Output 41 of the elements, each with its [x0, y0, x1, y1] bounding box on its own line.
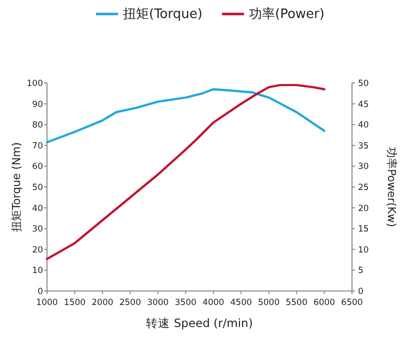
- x-tick-label: 5000: [258, 298, 280, 308]
- x-tick-label: 2000: [92, 298, 114, 308]
- legend-label: 功率(Power): [249, 6, 324, 22]
- y-tick-label: 60: [32, 162, 43, 172]
- line-series: [46, 88, 326, 144]
- y-tick-label: 100: [26, 79, 43, 89]
- y2-tick-label: 50: [358, 79, 369, 89]
- y-tick-label: 10: [32, 266, 43, 276]
- x-tick-label: 3500: [174, 298, 196, 308]
- y2-tick-label: 45: [358, 100, 369, 110]
- line-series: [46, 84, 326, 260]
- y-axis-title: 扭矩Torque (Nm): [10, 142, 23, 232]
- y-tick-label: 40: [32, 204, 43, 214]
- y2-tick-label: 30: [358, 162, 369, 172]
- x-tick-label: 1500: [64, 298, 86, 308]
- x-tick-label: 4500: [230, 298, 252, 308]
- y2-axis-title: 功率Power(Kw): [385, 146, 398, 228]
- y2-tick-label: 20: [358, 204, 369, 214]
- x-tick-label: 5500: [286, 298, 308, 308]
- x-tick-label: 1000: [36, 298, 58, 308]
- x-tick-label: 6500: [341, 298, 363, 308]
- y-tick-label: 80: [32, 120, 43, 131]
- x-tick-label: 2500: [119, 298, 141, 308]
- x-axis-title: 转速 Speed (r/min): [146, 316, 253, 330]
- y-tick-label: 90: [32, 100, 43, 110]
- y-tick-label: 0: [38, 287, 43, 297]
- x-tick-label: 4000: [202, 298, 224, 308]
- y2-tick-label: 25: [358, 183, 369, 193]
- y-tick-label: 20: [32, 245, 43, 256]
- y2-tick-label: 35: [358, 141, 369, 152]
- x-tick-label: 3000: [147, 298, 169, 308]
- y2-tick-label: 15: [358, 224, 369, 235]
- y-tick-label: 50: [32, 183, 43, 193]
- y2-tick-label: 10: [358, 245, 369, 256]
- y-tick-label: 70: [32, 141, 43, 152]
- legend-label: 扭矩(Torque): [123, 7, 202, 22]
- y2-tick-label: 40: [358, 120, 369, 131]
- x-tick-label: 6000: [313, 298, 336, 308]
- y2-tick-label: 5: [358, 266, 364, 276]
- y2-tick-label: 0: [358, 287, 364, 297]
- y-tick-label: 30: [32, 224, 43, 235]
